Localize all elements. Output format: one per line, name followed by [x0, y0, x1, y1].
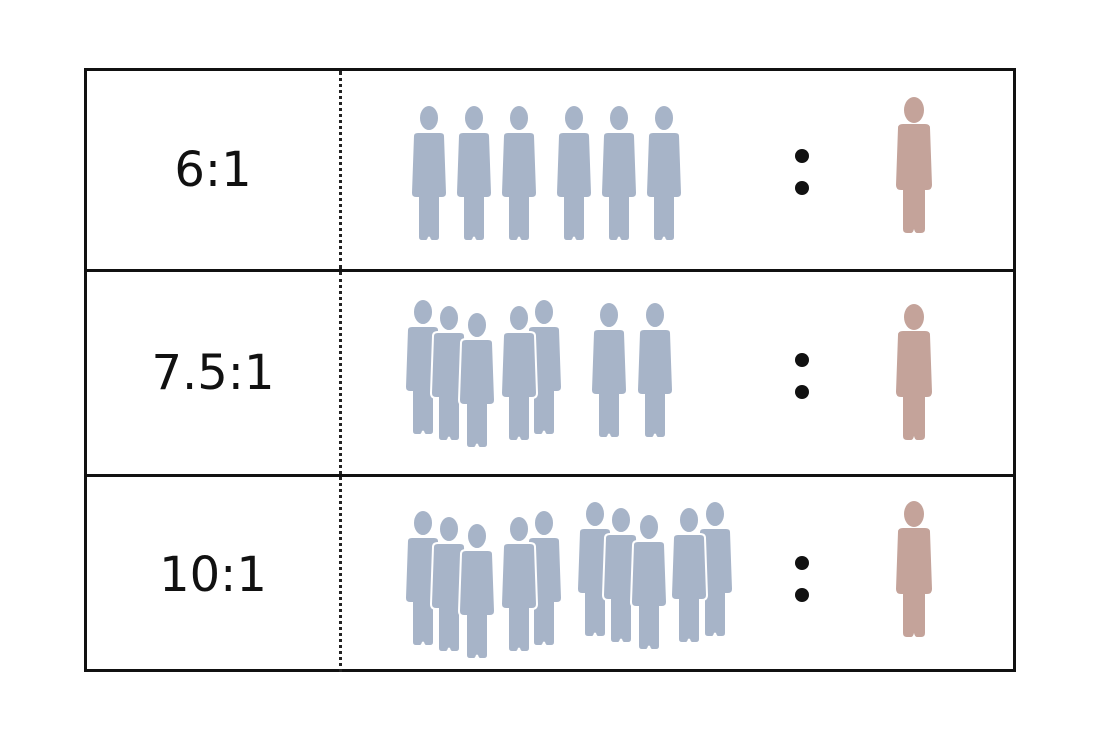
ratio-label: 10:1: [159, 546, 267, 603]
person-icon: [645, 104, 683, 242]
dotted-divider: [339, 477, 342, 672]
half-person-icon: [682, 301, 703, 439]
ratio-separator-colon-icon: [795, 149, 809, 195]
group-a-figures: [404, 298, 703, 449]
ratio-separator-colon-icon: [795, 353, 809, 399]
person-icon: [555, 104, 593, 242]
people-figures: [404, 298, 932, 449]
group-a-figures: [410, 104, 683, 242]
ratio-separator-colon-icon: [795, 556, 809, 602]
ratio-row-10-to-1: 10:1: [87, 474, 1013, 672]
person-icon: [896, 304, 932, 440]
ratio-row-7-5-to-1: 7.5:1: [87, 269, 1013, 474]
person-icon: [500, 104, 538, 242]
person-icon: [455, 104, 493, 242]
person-icon: [636, 301, 674, 439]
person-icon: [896, 97, 932, 233]
ratio-row-6-to-1: 6:1: [87, 71, 1013, 269]
group-a-figures: [404, 500, 734, 660]
dotted-divider: [339, 71, 342, 269]
person-icon: [896, 501, 932, 637]
person-icon: [600, 104, 638, 242]
dotted-divider: [339, 272, 342, 474]
person-icon: [590, 301, 628, 439]
ratio-table: 6:1 7.5:1: [84, 68, 1016, 672]
ratio-label: 7.5:1: [151, 345, 275, 401]
ratio-label: 6:1: [174, 142, 252, 198]
person-icon: [410, 104, 448, 242]
people-figures: [410, 97, 932, 242]
people-figures: [404, 500, 932, 660]
